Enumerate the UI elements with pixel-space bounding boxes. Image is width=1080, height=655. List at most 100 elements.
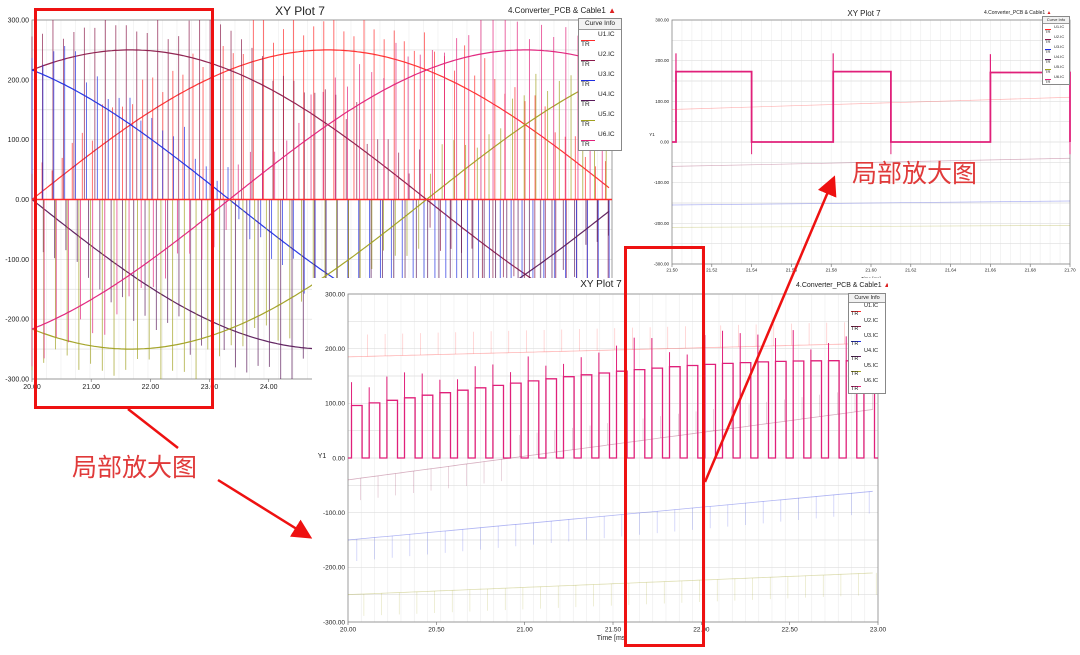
legend-tr-label: TR bbox=[851, 310, 859, 317]
x-tick-label: 23.00 bbox=[870, 627, 887, 634]
series-u5-ic bbox=[31, 41, 610, 379]
x-tick-label: 21.68 bbox=[1025, 268, 1037, 273]
x-tick-label: 21.70 bbox=[1064, 268, 1076, 273]
top-legend[interactable]: Curve Info U1.IC TR U2.IC TR U3.IC TR U4.IC TR U… bbox=[1042, 16, 1070, 85]
legend-label: U6.IC bbox=[1054, 74, 1065, 79]
x-tick-label: 21.58 bbox=[826, 268, 838, 273]
main-legend[interactable]: Curve Info U1.IC TR U2.IC TR U3.IC TR U4.IC TR U… bbox=[578, 18, 622, 151]
legend-item-u1-ic[interactable]: U1.IC TR bbox=[849, 303, 885, 318]
legend-label: U2.IC bbox=[864, 318, 879, 324]
legend-item-u3-ic[interactable]: U3.IC TR bbox=[849, 333, 885, 348]
y-tick-label: 0.00 bbox=[660, 140, 669, 145]
legend-swatch bbox=[851, 325, 861, 327]
legend-item-u3-ic[interactable]: U3.IC TR bbox=[579, 70, 621, 90]
background-trace bbox=[671, 96, 1071, 110]
legend-label: U3.IC bbox=[1054, 44, 1065, 49]
y-axis-label: Y1 bbox=[318, 453, 327, 460]
legend-tr-label: TR bbox=[851, 325, 859, 332]
y-tick-label: -100.00 bbox=[654, 180, 670, 185]
background-trace bbox=[347, 490, 873, 541]
legend-item-u4-ic[interactable]: U4.IC TR bbox=[579, 90, 621, 110]
legend-item-u6-ic[interactable]: U6.IC TR bbox=[1043, 74, 1069, 84]
background-trace bbox=[347, 409, 873, 481]
legend-item-u5-ic[interactable]: U5.IC TR bbox=[1043, 64, 1069, 74]
y-tick-label: -300.00 bbox=[654, 262, 670, 267]
legend-item-u2-ic[interactable]: U2.IC TR bbox=[579, 50, 621, 70]
legend-item-u3-ic[interactable]: U3.IC TR bbox=[1043, 44, 1069, 54]
y-tick-label: -300.00 bbox=[323, 619, 345, 626]
legend-item-u5-ic[interactable]: U5.IC TR bbox=[579, 110, 621, 130]
legend-item-u4-ic[interactable]: U4.IC TR bbox=[849, 348, 885, 363]
y-tick-label: -100.00 bbox=[323, 510, 345, 517]
zoom-plot-top: 300.00 200.00 100.00 0.00 -100.00 -200.00 -300… bbox=[644, 6, 1076, 282]
legend-item-u6-ic[interactable]: U6.IC TR bbox=[849, 378, 885, 393]
legend-tr-label: TR bbox=[581, 81, 590, 88]
background-trace bbox=[671, 157, 1071, 167]
legend-swatch bbox=[581, 140, 595, 141]
legend-item-u6-ic[interactable]: U6.IC TR bbox=[579, 130, 621, 150]
legend-tr-label: TR bbox=[1045, 39, 1051, 44]
legend-title: Curve Info bbox=[849, 294, 885, 303]
top-plot-source: 4.Converter_PCB & Cable1 ▲ bbox=[984, 10, 1052, 16]
y-tick-label: -200.00 bbox=[323, 565, 345, 572]
x-tick-label: 21.54 bbox=[746, 268, 758, 273]
legend-item-u2-ic[interactable]: U2.IC TR bbox=[849, 318, 885, 333]
x-tick-label: 21.62 bbox=[905, 268, 917, 273]
x-tick-label: 21.00 bbox=[82, 384, 100, 391]
x-tick-label: 22.00 bbox=[693, 627, 710, 634]
zoom-region-box-main bbox=[34, 8, 214, 409]
top-plot-title: XY Plot 7 bbox=[847, 9, 881, 18]
top-plot-source-text: 4.Converter_PCB & Cable1 bbox=[984, 10, 1046, 16]
series-envelope bbox=[31, 49, 610, 330]
legend-swatch bbox=[1045, 69, 1051, 70]
legend-tr-label: TR bbox=[1045, 59, 1051, 64]
arrow-box-to-label bbox=[127, 408, 179, 449]
marker-icon: ▲ bbox=[1046, 10, 1052, 16]
zoom-plot-mid: 300.00 200.00 100.00 0.00 -100.00 -200.00 -300… bbox=[312, 278, 888, 650]
legend-item-u5-ic[interactable]: U5.IC TR bbox=[849, 363, 885, 378]
x-tick-label: 24.00 bbox=[260, 384, 278, 391]
mid-legend[interactable]: Curve Info U1.IC TR U2.IC TR U3.IC TR U4.IC TR U… bbox=[848, 293, 886, 394]
mid-plot-title: XY Plot 7 bbox=[580, 279, 622, 290]
legend-label: U4.IC bbox=[598, 91, 615, 98]
legend-label: U5.IC bbox=[598, 111, 615, 118]
y-tick-label: 300.00 bbox=[325, 291, 345, 298]
x-tick-label: 21.56 bbox=[786, 268, 798, 273]
mid-plot-source: 4.Converter_PCB & Cable1 ▲ bbox=[796, 282, 888, 289]
legend-item-u2-ic[interactable]: U2.IC TR bbox=[1043, 34, 1069, 44]
legend-swatch bbox=[581, 120, 595, 121]
zoom-label-left: 局部放大图 bbox=[72, 455, 198, 482]
main-series-group bbox=[31, 20, 610, 379]
y-axis-label: Y1 bbox=[649, 132, 655, 137]
legend-swatch bbox=[1045, 39, 1051, 40]
legend-label: U4.IC bbox=[1054, 54, 1065, 59]
zoom-region-box-mid bbox=[624, 246, 705, 647]
legend-tr-label: TR bbox=[1045, 49, 1051, 54]
x-tick-label: 22.50 bbox=[782, 627, 799, 634]
legend-label: U3.IC bbox=[598, 71, 615, 78]
y-tick-label: -200.00 bbox=[654, 221, 670, 226]
legend-label: U6.IC bbox=[864, 378, 879, 384]
y-tick-label: -200.00 bbox=[5, 317, 29, 324]
x-tick-label: 21.00 bbox=[517, 627, 534, 634]
legend-label: U2.IC bbox=[598, 51, 615, 58]
mid-plot-source-text: 4.Converter_PCB & Cable1 bbox=[796, 282, 882, 289]
x-tick-label: 21.52 bbox=[706, 268, 718, 273]
legend-item-u4-ic[interactable]: U4.IC TR bbox=[1043, 54, 1069, 64]
arrow-label-to-mid-plot bbox=[217, 478, 313, 539]
main-plot-canvas: 300.00 200.00 100.00 0.00 -100.00 -200.00 -300… bbox=[5, 17, 613, 391]
legend-item-u1-ic[interactable]: U1.IC TR bbox=[1043, 24, 1069, 34]
legend-swatch bbox=[1045, 49, 1051, 50]
legend-item-u1-ic[interactable]: U1.IC TR bbox=[579, 30, 621, 50]
x-tick-label: 23.00 bbox=[201, 384, 219, 391]
y-tick-label: 300.00 bbox=[8, 17, 30, 24]
series-u6-ic bbox=[672, 53, 1071, 155]
y-tick-label: 100.00 bbox=[325, 401, 345, 408]
pulse-train bbox=[672, 70, 1071, 143]
x-tick-label: 21.50 bbox=[605, 627, 622, 634]
series-u1-ic bbox=[31, 20, 610, 200]
legend-tr-label: TR bbox=[851, 340, 859, 347]
main-plot-panel: 300.00 200.00 100.00 0.00 -100.00 -200.00 -300… bbox=[0, 0, 630, 400]
legend-label: U3.IC bbox=[864, 333, 879, 339]
legend-tr-label: TR bbox=[581, 101, 590, 108]
